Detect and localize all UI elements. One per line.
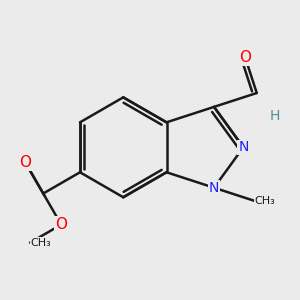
Text: H: H [270,109,280,123]
Text: CH₃: CH₃ [254,196,275,206]
Text: CH₃: CH₃ [30,238,51,248]
Text: O: O [19,155,31,170]
Text: N: N [238,140,249,154]
Text: O: O [55,217,67,232]
Text: O: O [239,50,251,65]
Text: N: N [209,181,219,195]
